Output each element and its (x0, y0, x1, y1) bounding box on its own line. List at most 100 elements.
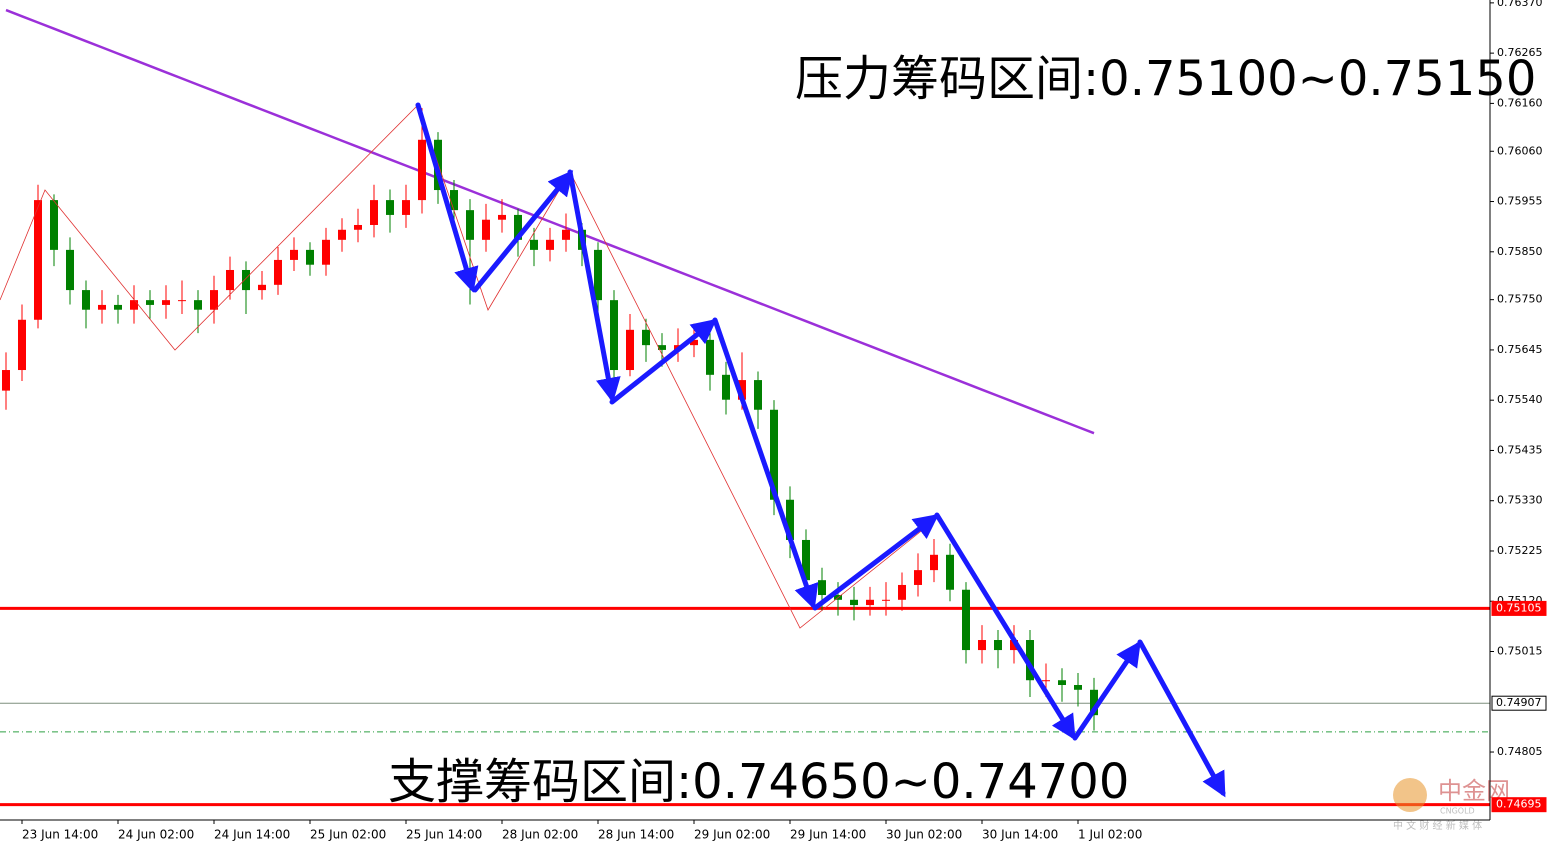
candle-body (978, 640, 986, 651)
y-tick-label: 0.75015 (1497, 645, 1543, 658)
watermark-tagline: 中 文 财 经 新 媒 体 (1393, 819, 1482, 832)
candle-body (546, 239, 554, 250)
arrow (712, 317, 819, 610)
candle-body (1090, 689, 1098, 716)
candle-body (146, 300, 154, 305)
arrow (415, 102, 479, 293)
candle-body (242, 269, 250, 291)
candle-body (18, 319, 26, 371)
candle-body (818, 580, 826, 596)
candle-body (290, 249, 298, 260)
candle-body (450, 190, 458, 211)
candle-body (1042, 680, 1050, 682)
candle-body (738, 380, 746, 400)
candle-body (498, 214, 506, 220)
arrow (609, 318, 717, 405)
watermark: 中金网 CNGOLD 中 文 财 经 新 媒 体 (1393, 777, 1510, 832)
trend-arrows (415, 102, 1226, 798)
candle-body (642, 329, 650, 346)
candle-body (258, 284, 266, 291)
y-tick-label: 0.75750 (1497, 293, 1543, 306)
plot (0, 8, 1490, 807)
candle-body (210, 290, 218, 310)
arrow (812, 513, 939, 611)
watermark-subtitle: CNGOLD (1440, 807, 1475, 816)
candle-body (994, 640, 1002, 651)
candle-body (930, 554, 938, 571)
x-tick-label: 24 Jun 02:00 (118, 828, 194, 842)
x-tick-label: 24 Jun 14:00 (214, 828, 290, 842)
price-level-box (1491, 600, 1547, 616)
candle-body (1010, 640, 1018, 651)
resistance-note: 压力筹码区间:0.75100~0.75150 (795, 51, 1536, 107)
arrow (472, 170, 574, 293)
candle-body (130, 300, 138, 310)
candle-body (34, 200, 42, 320)
y-tick-label: 0.75330 (1497, 494, 1543, 507)
y-tick-label: 0.75955 (1497, 195, 1543, 208)
x-tick-label: 29 Jun 02:00 (694, 828, 770, 842)
candle-body (338, 229, 346, 240)
candle-body (306, 249, 314, 265)
candle-body (514, 214, 522, 240)
arrow (1137, 639, 1226, 798)
candle-body (850, 599, 858, 606)
candle-body (530, 239, 538, 250)
y-tick-label: 0.74805 (1497, 745, 1543, 758)
candle-body (882, 599, 890, 601)
price-level-label: 0.74695 (1496, 798, 1542, 811)
candle-body (466, 210, 474, 240)
zigzag (0, 104, 936, 629)
y-tick-label: 0.75540 (1497, 393, 1543, 406)
arrow (1072, 640, 1141, 741)
arrow (567, 169, 621, 403)
candle-body (722, 374, 730, 400)
candle-body (322, 239, 330, 265)
candle-body (706, 339, 714, 375)
candle-body (594, 249, 602, 301)
x-tick-label: 28 Jun 14:00 (598, 828, 674, 842)
y-tick-label: 0.76370 (1497, 0, 1543, 9)
candle-body (418, 139, 426, 201)
candle-body (898, 584, 906, 600)
x-tick-label: 25 Jun 14:00 (406, 828, 482, 842)
candle-body (50, 200, 58, 250)
candle-body (226, 269, 234, 291)
candle-body (162, 300, 170, 305)
x-tick-label: 28 Jun 02:00 (502, 828, 578, 842)
watermark-logo (1393, 778, 1427, 812)
candle-body (914, 570, 922, 585)
candle-body (658, 345, 666, 350)
price-level-box (1491, 695, 1547, 711)
y-tick-label: 0.75850 (1497, 245, 1543, 258)
candle-body (2, 370, 10, 391)
candle-body (866, 599, 874, 606)
candle-body (770, 409, 778, 500)
candle-body (962, 589, 970, 651)
price-level-box (1491, 797, 1547, 813)
y-tick-label: 0.76060 (1497, 144, 1543, 157)
candle-body (114, 304, 122, 310)
candle-body (194, 300, 202, 310)
support-note: 支撑筹码区间:0.74650~0.74700 (388, 754, 1129, 810)
candle-body (786, 499, 794, 540)
candle-body (402, 200, 410, 215)
price-level-label: 0.75105 (1496, 601, 1542, 614)
candle-body (562, 229, 570, 240)
candle-body (66, 249, 74, 291)
x-tick-label: 25 Jun 02:00 (310, 828, 386, 842)
candle-body (178, 300, 186, 302)
candle-body (98, 304, 106, 310)
candle-body (802, 539, 810, 581)
y-tick-label: 0.75645 (1497, 343, 1543, 356)
candle-body (1058, 680, 1066, 686)
x-tick-label: 30 Jun 02:00 (886, 828, 962, 842)
y-tick-label: 0.75225 (1497, 544, 1543, 557)
x-tick-label: 23 Jun 14:00 (22, 828, 98, 842)
x-tick-label: 29 Jun 14:00 (790, 828, 866, 842)
price-level-label: 0.74907 (1496, 696, 1542, 709)
candle-body (386, 200, 394, 215)
candle-body (946, 554, 954, 590)
y-tick-label: 0.75435 (1497, 443, 1543, 456)
